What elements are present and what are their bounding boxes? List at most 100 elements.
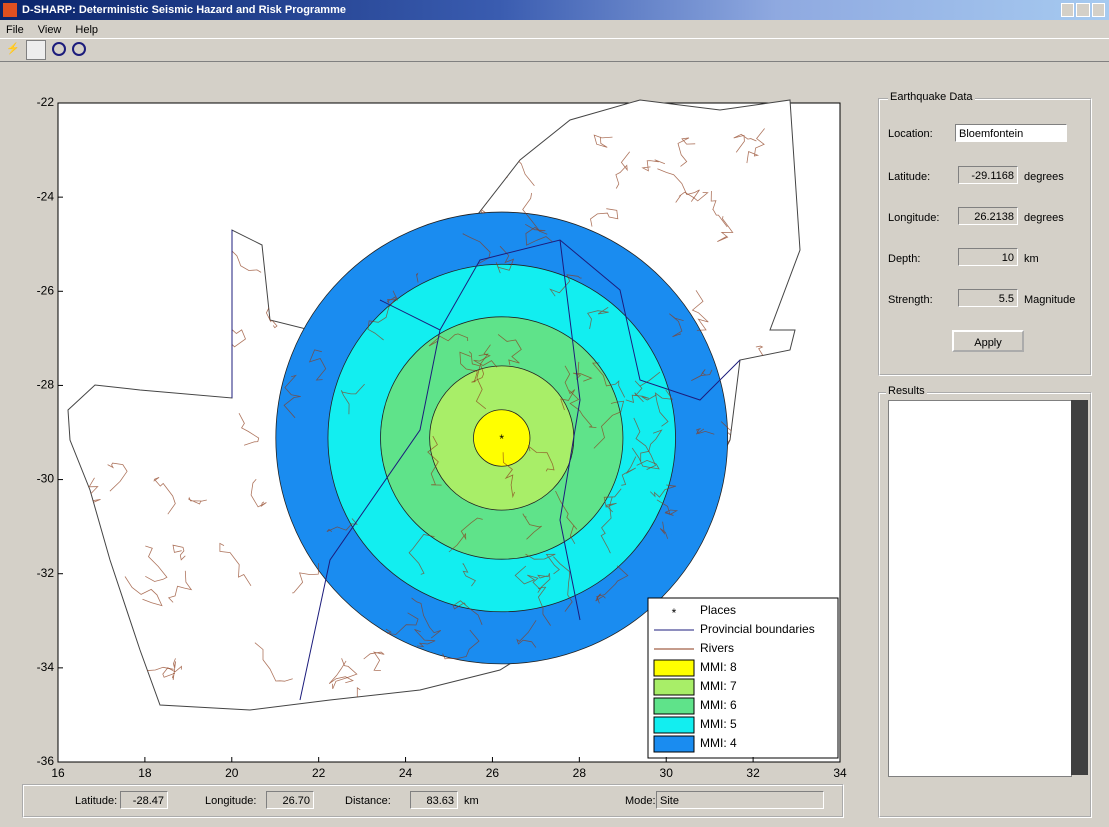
status-label: Mode: (625, 795, 656, 807)
river (459, 351, 478, 382)
river (167, 570, 193, 603)
river (691, 290, 709, 331)
zoom-in[interactable] (52, 42, 66, 56)
epicenter: * (499, 432, 504, 446)
river (219, 542, 252, 587)
river (549, 274, 582, 297)
y-tick-label: -34 (37, 660, 55, 674)
tool-button[interactable] (26, 40, 46, 60)
river (656, 499, 679, 516)
legend-label: Places (700, 603, 736, 617)
river (145, 545, 168, 582)
x-tick-label: 28 (573, 766, 587, 780)
river (621, 456, 637, 486)
y-tick-label: -24 (37, 189, 55, 203)
river (411, 597, 442, 639)
river (340, 383, 365, 415)
window-buttons (1061, 3, 1105, 17)
river (428, 333, 469, 347)
status-bar (22, 784, 844, 818)
close[interactable] (1091, 3, 1105, 17)
map-chart: * Places Provincial boundaries Rivers MMI: 8… (37, 95, 847, 780)
river (525, 553, 560, 575)
x-tick-label: 34 (833, 766, 847, 780)
river (537, 586, 551, 626)
river (162, 665, 182, 678)
depth-input[interactable]: 10 (958, 248, 1018, 266)
tool-button[interactable]: ⚡ (6, 43, 20, 55)
river (640, 429, 663, 462)
scrollbar[interactable] (1071, 400, 1088, 775)
menu-item[interactable]: File (6, 24, 24, 36)
river (625, 394, 657, 403)
x-tick-label: 18 (138, 766, 152, 780)
unit: km (1024, 253, 1039, 265)
x-tick-label: 32 (746, 766, 760, 780)
province-line (559, 239, 581, 621)
river (408, 534, 435, 575)
river (172, 544, 186, 561)
status-value: 83.63 (410, 791, 458, 809)
river (650, 484, 677, 498)
x-tick-label: 20 (225, 766, 239, 780)
river (696, 428, 715, 435)
river (326, 518, 358, 533)
status-label: Longitude: (205, 795, 257, 807)
river (473, 344, 498, 368)
river (677, 137, 696, 167)
river (188, 496, 207, 505)
legend-label: Provincial boundaries (700, 622, 815, 636)
zoom-out[interactable] (72, 42, 86, 56)
river (560, 365, 576, 411)
maximize[interactable] (1076, 3, 1090, 17)
latitude-input[interactable]: -29.1168 (958, 166, 1018, 184)
river (615, 151, 631, 189)
results-list[interactable] (888, 400, 1072, 777)
status-value: 26.70 (266, 791, 314, 809)
river (363, 651, 385, 671)
longitude-input[interactable]: 26.2138 (958, 207, 1018, 225)
mmi-zone (473, 409, 531, 467)
x-tick-label: 26 (486, 766, 500, 780)
river (593, 134, 613, 148)
menu-item[interactable]: Help (75, 24, 99, 36)
title-bar: D-SHARP: Deterministic Seismic Hazard an… (0, 0, 1109, 20)
province-line (299, 329, 441, 701)
strength-input[interactable]: 5.5 (958, 289, 1018, 307)
river (254, 642, 293, 682)
toolbar: ⚡ (0, 38, 1109, 62)
y-tick-label: -36 (37, 754, 55, 768)
legend-patch (653, 716, 695, 734)
legend-patch (653, 678, 695, 696)
river (292, 563, 319, 594)
menu-item[interactable]: View (37, 24, 62, 36)
river (514, 565, 541, 590)
river (603, 488, 622, 513)
legend-label: MMI: 6 (700, 698, 737, 712)
river (107, 462, 128, 492)
field-label: Latitude: (888, 171, 931, 183)
river (468, 351, 487, 410)
unit: km (464, 795, 479, 807)
minimize[interactable] (1061, 3, 1075, 17)
panel-title: Results (886, 385, 927, 397)
legend-marker: * (672, 606, 677, 620)
location-select[interactable]: Bloemfontein (955, 124, 1067, 142)
panel-title: Earthquake Data (888, 91, 975, 103)
river (525, 226, 553, 246)
apply-button[interactable]: Apply (952, 330, 1024, 352)
unit: degrees (1024, 212, 1064, 224)
river (591, 362, 626, 398)
river (522, 513, 542, 540)
status-label: Distance: (345, 795, 391, 807)
field-label: Longitude: (888, 212, 940, 224)
field-label: Location: (888, 128, 933, 140)
status-value: Site (656, 791, 824, 809)
river (600, 496, 613, 554)
river (634, 371, 661, 403)
river (427, 435, 442, 486)
legend-label: Rivers (700, 641, 734, 655)
unit: Magnitude (1024, 294, 1076, 306)
river (283, 374, 301, 419)
